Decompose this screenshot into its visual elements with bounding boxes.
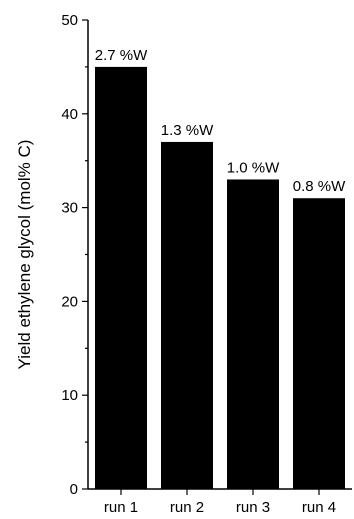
bars xyxy=(95,66,345,490)
x-tick-label: run 1 xyxy=(104,499,138,516)
x-tick-label: run 4 xyxy=(302,499,336,516)
bar-data-label: 2.7 %W xyxy=(95,47,148,64)
x-tick-label: run 2 xyxy=(170,499,204,516)
y-tick-label: 10 xyxy=(61,387,78,404)
bar-data-labels: 2.7 %W 1.3 %W 1.0 %W 0.8 %W xyxy=(95,47,346,195)
bar-run-4 xyxy=(293,198,345,489)
y-tick-label: 0 xyxy=(70,481,78,498)
bar-data-label: 0.8 %W xyxy=(293,178,346,195)
y-tick-label: 40 xyxy=(61,106,78,123)
y-tick-label: 30 xyxy=(61,200,78,217)
y-axis-ticks: 0 10 20 30 40 50 xyxy=(61,12,88,498)
bar-run-1 xyxy=(95,66,147,490)
bar-run-2 xyxy=(161,141,213,489)
bar-data-label: 1.0 %W xyxy=(227,159,280,176)
y-axis-title: Yield ethylene glycol (mol% C) xyxy=(15,140,34,370)
bar-run-3 xyxy=(227,179,279,489)
x-tick-label: run 3 xyxy=(236,499,270,516)
x-axis-ticks: run 1 run 2 run 3 run 4 xyxy=(104,489,336,516)
y-tick-label: 50 xyxy=(61,12,78,29)
y-tick-label: 20 xyxy=(61,293,78,310)
bar-data-label: 1.3 %W xyxy=(161,122,214,139)
